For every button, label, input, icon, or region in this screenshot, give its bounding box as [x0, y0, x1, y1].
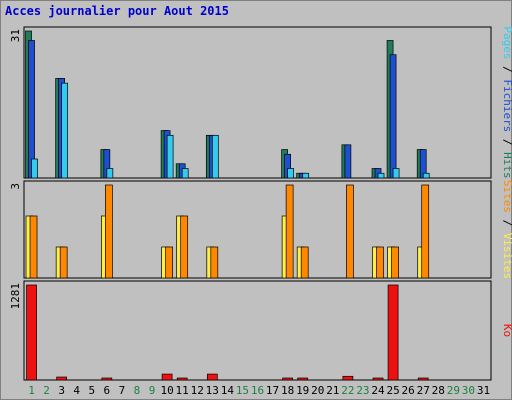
bar-ko-day-19: [297, 377, 309, 381]
bar-ko-day-3: [56, 376, 68, 381]
panel-frame-ko: [23, 280, 492, 381]
x-tick-label-30: 30: [462, 384, 475, 397]
bar-ko-day-18: [282, 377, 293, 381]
x-tick-label-8: 8: [134, 384, 141, 397]
chart-title: Acces journalier pour Aout 2015: [5, 4, 229, 18]
bar-sites-day-25: [391, 246, 399, 279]
legend-hits-files-pages: Pages / Fichiers / Hits: [501, 26, 512, 178]
x-tick-label-1: 1: [28, 384, 35, 397]
x-tick-label-3: 3: [58, 384, 65, 397]
bar-files-day-25: [389, 54, 397, 179]
legend-entry-hits-files-pages-4: Hits: [501, 152, 512, 179]
x-tick-label-2: 2: [43, 384, 50, 397]
bar-ko-day-24: [372, 377, 384, 381]
x-tick-label-13: 13: [206, 384, 219, 397]
bar-sites-day-13: [210, 246, 219, 279]
ymax-label-hits-files-pages: 31: [9, 29, 22, 42]
x-tick-label-29: 29: [447, 384, 460, 397]
bar-ko-day-1: [26, 284, 37, 381]
x-tick-label-20: 20: [311, 384, 324, 397]
bar-pages-day-18: [287, 168, 294, 179]
legend-entry-visits-sites-1: /: [501, 213, 512, 233]
x-tick-label-9: 9: [149, 384, 156, 397]
x-tick-label-10: 10: [160, 384, 173, 397]
x-tick-label-16: 16: [251, 384, 264, 397]
legend-entry-hits-files-pages-2: Fichiers: [501, 79, 512, 132]
bar-files-day-22: [344, 144, 352, 179]
x-tick-label-4: 4: [73, 384, 80, 397]
x-tick-label-11: 11: [176, 384, 189, 397]
bar-pages-day-13: [211, 134, 219, 179]
legend-entry-visits-sites-0: Sites: [501, 180, 512, 213]
x-tick-label-23: 23: [356, 384, 369, 397]
bar-sites-day-19: [300, 246, 309, 279]
bar-sites-day-6: [104, 184, 113, 279]
x-tick-label-15: 15: [236, 384, 249, 397]
bar-ko-day-10: [161, 373, 173, 381]
bar-ko-day-22: [342, 375, 354, 381]
bar-pages-day-27: [422, 172, 430, 179]
bar-pages-day-1: [31, 158, 38, 179]
legend-entry-ko-0: Ko: [501, 324, 512, 337]
x-tick-label-21: 21: [326, 384, 339, 397]
x-tick-label-27: 27: [417, 384, 430, 397]
bar-pages-day-24: [377, 172, 385, 179]
x-tick-label-6: 6: [104, 384, 111, 397]
x-tick-label-18: 18: [281, 384, 294, 397]
x-tick-label-22: 22: [341, 384, 354, 397]
bar-pages-day-3: [61, 82, 69, 179]
legend-entry-hits-files-pages-0: Pages: [501, 26, 512, 59]
x-tick-label-19: 19: [296, 384, 309, 397]
bar-pages-day-6: [106, 168, 114, 179]
bar-sites-day-1: [29, 215, 38, 279]
ymax-label-visits-sites: 3: [9, 183, 22, 190]
x-tick-label-7: 7: [119, 384, 126, 397]
bar-files-day-1: [28, 40, 35, 179]
bar-sites-day-18: [285, 184, 294, 279]
bar-pages-day-10: [166, 134, 174, 179]
bar-ko-day-6: [101, 377, 113, 381]
bar-ko-day-25: [387, 284, 399, 381]
bar-pages-day-11: [181, 168, 189, 179]
bar-ko-day-11: [176, 377, 188, 381]
x-tick-label-28: 28: [432, 384, 445, 397]
bar-ko-day-27: [417, 377, 429, 381]
bar-pages-day-25: [392, 168, 400, 179]
x-tick-label-25: 25: [386, 384, 399, 397]
ymax-label-ko: 1281: [9, 283, 22, 310]
x-tick-label-14: 14: [221, 384, 235, 397]
legend-entry-hits-files-pages-1: /: [501, 59, 512, 79]
legend-entry-visits-sites-2: Visites: [501, 233, 512, 279]
x-tick-label-12: 12: [191, 384, 204, 397]
bar-sites-day-3: [59, 246, 68, 279]
bar-sites-day-27: [421, 184, 430, 279]
bar-sites-day-24: [376, 246, 384, 279]
legend-entry-hits-files-pages-3: /: [501, 132, 512, 152]
bar-sites-day-22: [346, 184, 354, 279]
x-tick-label-31: 31: [477, 384, 490, 397]
legend-visits-sites: Sites / Visites: [501, 180, 512, 279]
x-tick-label-26: 26: [402, 384, 415, 397]
legend-ko: Ko: [501, 324, 512, 337]
bar-pages-day-19: [302, 172, 310, 179]
x-tick-label-17: 17: [266, 384, 279, 397]
bar-sites-day-11: [180, 215, 189, 279]
x-tick-label-5: 5: [88, 384, 95, 397]
x-tick-label-24: 24: [371, 384, 385, 397]
bar-ko-day-13: [206, 373, 218, 381]
bar-sites-day-10: [165, 246, 173, 279]
